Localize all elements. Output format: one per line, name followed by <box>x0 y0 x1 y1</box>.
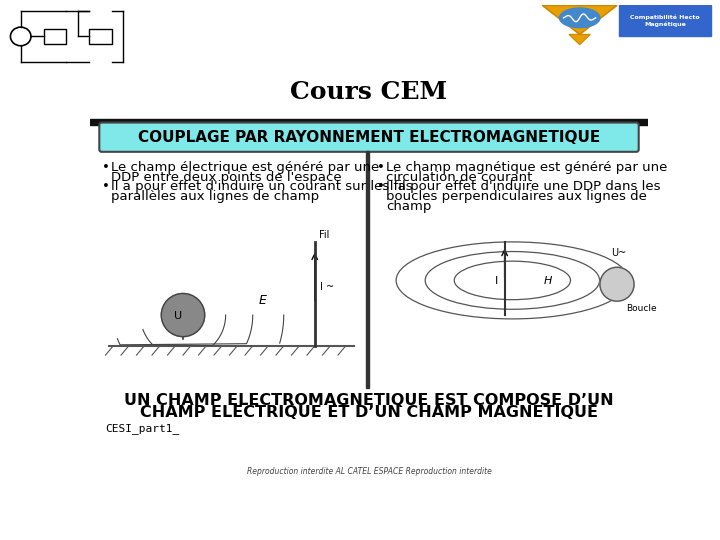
FancyBboxPatch shape <box>99 123 639 152</box>
Bar <box>90 151 648 388</box>
Polygon shape <box>542 5 617 35</box>
Bar <box>89 29 112 44</box>
Bar <box>90 119 648 125</box>
Text: CHAMP ELECTRIQUE ET D’UN CHAMP MAGNETIQUE: CHAMP ELECTRIQUE ET D’UN CHAMP MAGNETIQU… <box>140 406 598 420</box>
Text: Cours CEM: Cours CEM <box>290 80 448 104</box>
Text: Le champ électrique est généré par une: Le champ électrique est généré par une <box>111 161 379 174</box>
Text: E: E <box>259 294 267 307</box>
Text: •: • <box>102 180 109 193</box>
Text: •: • <box>377 161 384 174</box>
Text: Compatibilité Hecto Magnétique: Compatibilité Hecto Magnétique <box>630 15 700 27</box>
Text: circulation de courant: circulation de courant <box>386 171 532 184</box>
Text: •: • <box>377 180 384 193</box>
Text: Fil: Fil <box>319 230 329 240</box>
Text: •: • <box>102 161 109 174</box>
Text: Reproduction interdite AL CATEL ESPACE Reproduction interdite: Reproduction interdite AL CATEL ESPACE R… <box>246 467 492 476</box>
Polygon shape <box>569 35 590 45</box>
Text: U~: U~ <box>611 248 626 258</box>
Text: I ~: I ~ <box>320 282 334 292</box>
Bar <box>619 5 711 36</box>
Text: UN CHAMP ELECTROMAGNETIQUE EST COMPOSE D’UN: UN CHAMP ELECTROMAGNETIQUE EST COMPOSE D… <box>124 393 614 408</box>
Text: U: U <box>174 311 182 321</box>
Text: Le champ magnétique est généré par une: Le champ magnétique est généré par une <box>386 161 667 174</box>
Text: CESI_part1_: CESI_part1_ <box>106 423 180 434</box>
Text: parallèles aux lignes de champ: parallèles aux lignes de champ <box>111 190 319 203</box>
Text: Il a pour effet d'induire une DDP dans les: Il a pour effet d'induire une DDP dans l… <box>386 180 660 193</box>
Text: COUPLAGE PAR RAYONNEMENT ELECTROMAGNETIQUE: COUPLAGE PAR RAYONNEMENT ELECTROMAGNETIQ… <box>138 130 600 145</box>
Text: boucles perpendiculaires aux lignes de: boucles perpendiculaires aux lignes de <box>386 190 647 203</box>
Text: champ: champ <box>386 200 431 213</box>
Bar <box>366 151 369 388</box>
Text: I: I <box>495 276 498 286</box>
Circle shape <box>600 267 634 301</box>
Text: H: H <box>544 276 552 286</box>
Bar <box>90 65 648 119</box>
Circle shape <box>161 294 204 336</box>
Text: Il a pour effet d'induire un courant sur les fils: Il a pour effet d'induire un courant sur… <box>111 180 413 193</box>
Text: DDP entre deux points de l'espace: DDP entre deux points de l'espace <box>111 171 341 184</box>
Text: Boucle: Boucle <box>626 304 657 313</box>
Bar <box>43 29 66 44</box>
Circle shape <box>559 8 600 28</box>
